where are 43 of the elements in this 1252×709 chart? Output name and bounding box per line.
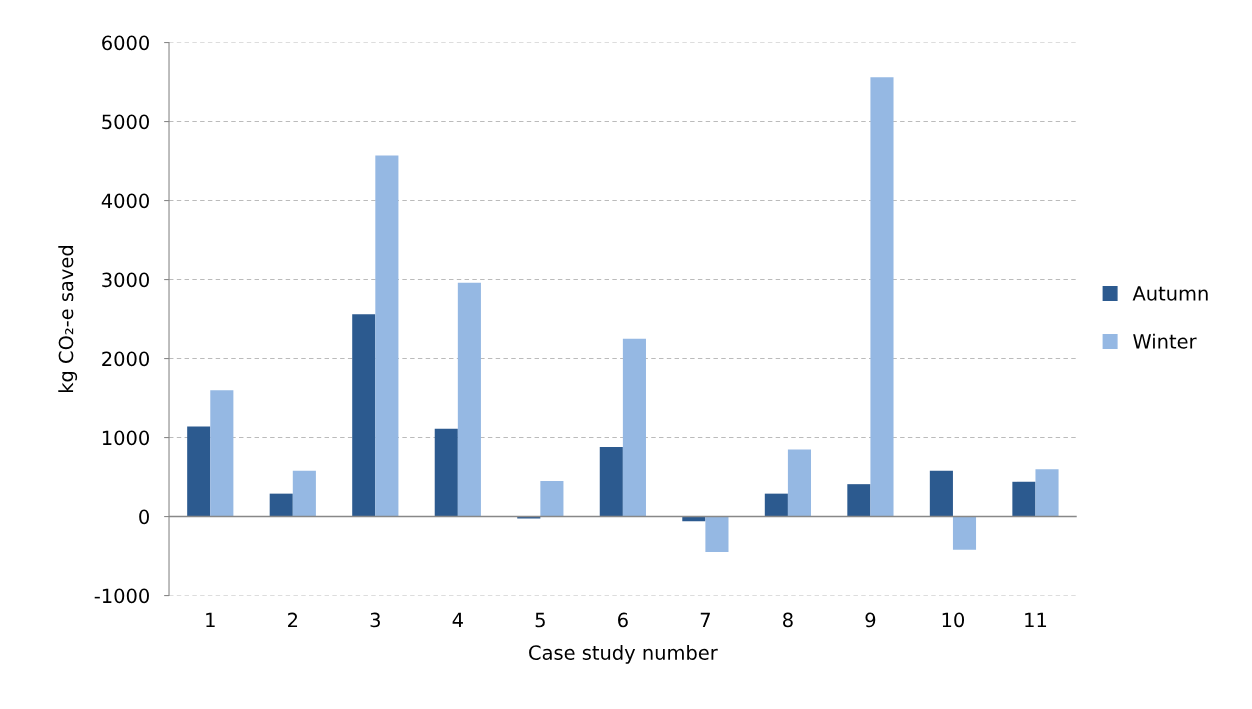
x-tick-label: 4 bbox=[452, 612, 463, 627]
legend-label: Autumn bbox=[1132, 286, 1208, 301]
x-axis-title: Case study number bbox=[529, 644, 718, 664]
bar bbox=[540, 481, 564, 517]
y-tick-label: 2000 bbox=[102, 351, 149, 367]
x-tick-label: 2 bbox=[288, 612, 298, 627]
y-axis-title: kg CO₂-e saved bbox=[58, 246, 78, 393]
bar bbox=[269, 493, 293, 517]
x-tick-label: 5 bbox=[535, 612, 545, 628]
bar bbox=[292, 470, 316, 517]
y-tick-label: -1000 bbox=[94, 588, 149, 604]
x-tick-label: 8 bbox=[783, 612, 793, 628]
bar bbox=[622, 338, 646, 517]
x-tick-label: 3 bbox=[370, 612, 380, 628]
x-tick-label: 10 bbox=[942, 612, 965, 628]
bar bbox=[929, 470, 953, 517]
y-tick-label: 0 bbox=[139, 509, 149, 525]
bar bbox=[764, 493, 788, 517]
bar bbox=[1035, 469, 1059, 517]
y-tick-label: 1000 bbox=[102, 430, 149, 446]
y-tick-label: 3000 bbox=[102, 272, 149, 288]
x-tick-label: 9 bbox=[865, 612, 876, 628]
y-tick-label: 4000 bbox=[101, 193, 149, 209]
bar bbox=[787, 449, 812, 517]
bar bbox=[952, 516, 977, 550]
bar bbox=[599, 447, 623, 517]
bar bbox=[210, 390, 234, 517]
bar bbox=[434, 428, 458, 517]
x-tick-label: 1 bbox=[206, 612, 215, 627]
bar bbox=[187, 426, 211, 517]
bar bbox=[352, 314, 376, 517]
x-tick-label: 6 bbox=[618, 612, 628, 628]
y-tick-label: 6000 bbox=[102, 35, 149, 51]
x-tick-label: 11 bbox=[1025, 612, 1047, 627]
bar bbox=[705, 516, 729, 553]
legend-label: Winter bbox=[1133, 333, 1197, 349]
y-tick-label: 5000 bbox=[102, 114, 149, 130]
bar bbox=[375, 155, 399, 517]
bar bbox=[870, 77, 894, 517]
bar bbox=[457, 282, 481, 517]
x-tick-label: 7 bbox=[700, 612, 710, 627]
bar bbox=[1012, 481, 1036, 517]
bar bbox=[847, 484, 871, 517]
